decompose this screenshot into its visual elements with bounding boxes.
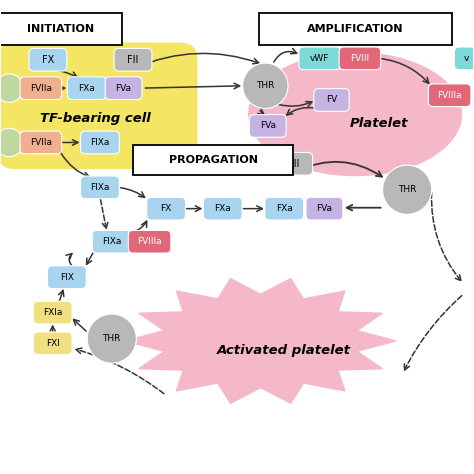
Text: v: v xyxy=(464,54,469,63)
Circle shape xyxy=(383,165,432,214)
FancyBboxPatch shape xyxy=(20,77,62,100)
Circle shape xyxy=(87,314,137,363)
Text: THR: THR xyxy=(256,81,274,90)
Text: FX: FX xyxy=(42,55,54,65)
FancyBboxPatch shape xyxy=(428,84,471,107)
Text: FII: FII xyxy=(288,159,300,169)
Text: FXI: FXI xyxy=(46,339,60,348)
FancyBboxPatch shape xyxy=(0,43,197,168)
FancyBboxPatch shape xyxy=(147,197,185,220)
FancyBboxPatch shape xyxy=(33,332,72,355)
Text: FIXa: FIXa xyxy=(90,183,109,192)
Text: PROPAGATION: PROPAGATION xyxy=(169,155,258,165)
Text: INITIATION: INITIATION xyxy=(27,24,94,34)
Text: FVIIa: FVIIa xyxy=(30,138,52,147)
FancyBboxPatch shape xyxy=(92,230,131,253)
FancyBboxPatch shape xyxy=(47,266,86,289)
Text: FIXa: FIXa xyxy=(102,237,121,246)
Text: Platelet: Platelet xyxy=(349,117,408,130)
Text: FV: FV xyxy=(326,95,337,104)
Text: FX: FX xyxy=(161,204,172,213)
FancyBboxPatch shape xyxy=(275,153,313,175)
Text: FXa: FXa xyxy=(78,83,95,92)
FancyBboxPatch shape xyxy=(249,115,286,137)
Text: THR: THR xyxy=(398,185,416,194)
FancyBboxPatch shape xyxy=(339,47,381,70)
Text: FVIII: FVIII xyxy=(350,54,369,63)
FancyBboxPatch shape xyxy=(134,146,293,175)
FancyBboxPatch shape xyxy=(20,131,62,154)
FancyBboxPatch shape xyxy=(265,197,304,220)
Text: FVIIa: FVIIa xyxy=(30,83,52,92)
FancyBboxPatch shape xyxy=(67,77,106,100)
FancyBboxPatch shape xyxy=(29,48,67,71)
Text: FXIa: FXIa xyxy=(43,308,63,317)
FancyBboxPatch shape xyxy=(128,230,171,253)
Text: PAR: PAR xyxy=(240,153,257,162)
FancyBboxPatch shape xyxy=(299,47,340,70)
FancyBboxPatch shape xyxy=(455,47,474,70)
Circle shape xyxy=(0,74,23,102)
Text: FXa: FXa xyxy=(276,204,292,213)
Ellipse shape xyxy=(249,53,462,175)
FancyBboxPatch shape xyxy=(0,13,122,45)
Text: FVa: FVa xyxy=(260,121,276,130)
Text: FVa: FVa xyxy=(116,83,132,92)
FancyBboxPatch shape xyxy=(203,197,242,220)
Text: TF-bearing cell: TF-bearing cell xyxy=(40,112,151,125)
Text: Activated platelet: Activated platelet xyxy=(217,344,351,357)
Text: FXa: FXa xyxy=(214,204,231,213)
FancyBboxPatch shape xyxy=(314,89,349,111)
FancyBboxPatch shape xyxy=(259,13,452,45)
Text: FIXa: FIXa xyxy=(90,138,109,147)
FancyBboxPatch shape xyxy=(81,131,119,154)
Circle shape xyxy=(0,128,23,156)
Text: vWF: vWF xyxy=(310,54,329,63)
Polygon shape xyxy=(126,279,396,403)
FancyBboxPatch shape xyxy=(306,197,343,220)
Text: FVIIIa: FVIIIa xyxy=(137,237,162,246)
Text: FVIIIa: FVIIIa xyxy=(438,91,462,100)
Text: FII: FII xyxy=(128,55,139,65)
FancyBboxPatch shape xyxy=(114,48,152,71)
Text: AMPLIFICATION: AMPLIFICATION xyxy=(307,24,403,34)
Circle shape xyxy=(243,63,288,109)
Text: THR: THR xyxy=(102,334,121,343)
Text: FIX: FIX xyxy=(60,273,74,282)
FancyBboxPatch shape xyxy=(105,77,142,100)
FancyBboxPatch shape xyxy=(81,176,119,199)
Text: FVa: FVa xyxy=(317,204,332,213)
FancyBboxPatch shape xyxy=(33,301,72,324)
